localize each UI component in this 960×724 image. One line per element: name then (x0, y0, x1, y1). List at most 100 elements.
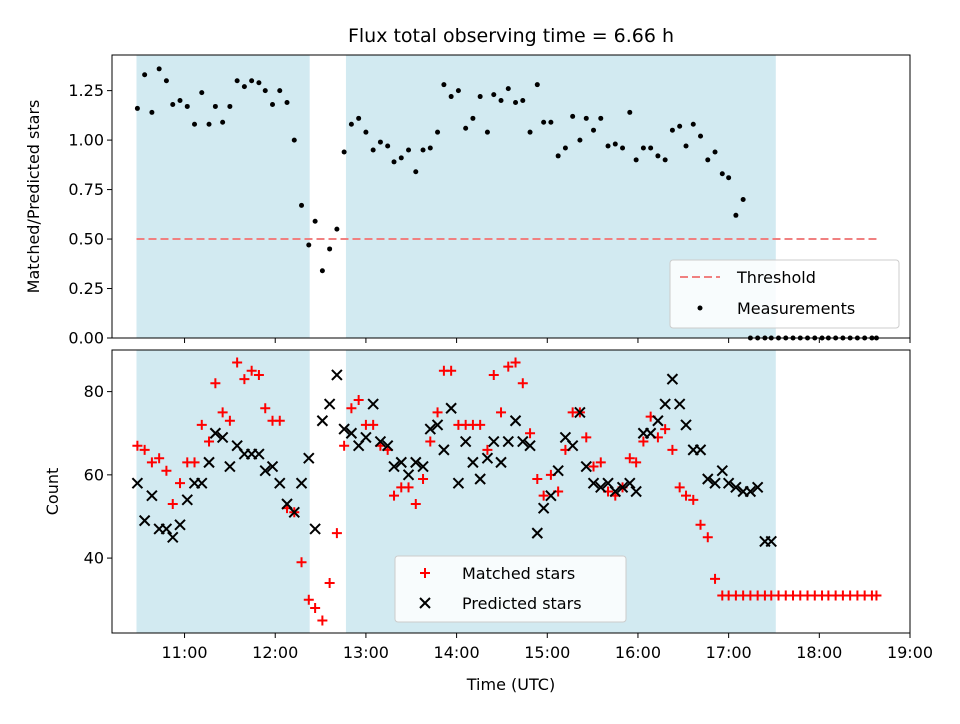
predicted-star-point (209, 427, 222, 439)
matched-star-point (210, 378, 221, 389)
measurement-point (249, 78, 255, 84)
matched-star-point (317, 615, 328, 626)
matched-star-point (517, 378, 528, 389)
predicted-star-point (160, 523, 173, 535)
predicted-star-point (666, 373, 679, 385)
matched-star-point (674, 482, 685, 493)
measurement-point (177, 98, 183, 104)
matched-star-point (488, 369, 499, 380)
matched-star-point (339, 440, 350, 451)
matched-star-point (253, 369, 264, 380)
x-tick-label: 19:00 (887, 643, 933, 662)
measurement-point (633, 157, 639, 163)
measurement-point (212, 103, 218, 109)
predicted-star-point (694, 444, 707, 456)
matched-star-point (496, 407, 507, 418)
predicted-star-point (316, 415, 329, 427)
predicted-star-point (295, 477, 308, 489)
matched-star-point (695, 519, 706, 530)
measurement-point (698, 133, 704, 139)
measurement-point (527, 129, 533, 135)
measurement-point (612, 141, 618, 147)
matched-star-point (681, 490, 692, 501)
predicted-star-point (338, 423, 350, 435)
matched-star-point (224, 415, 235, 426)
predicted-star-point (388, 460, 400, 473)
counts-panel: 40 60 80 11:00 12:00 13:00 14:00 15:00 16:00 17:0… (43, 349, 933, 662)
predicted-star-point (616, 481, 629, 494)
measurement-point (583, 115, 589, 121)
matched-star-point (239, 374, 250, 385)
measurement-point (577, 137, 583, 143)
matched-star-point (154, 453, 165, 464)
measurement-point (712, 149, 718, 155)
measurement-point (562, 145, 568, 151)
predicted-star-point (146, 489, 158, 502)
legend-threshold-label: Threshold (736, 268, 816, 287)
measurement-point (206, 121, 212, 127)
measurement-point (726, 175, 732, 181)
matched-star-point (410, 498, 421, 509)
measurement-point (334, 226, 340, 232)
matched-star-point (710, 573, 721, 584)
measurement-point (705, 157, 711, 163)
predicted-star-point (138, 514, 151, 527)
matched-star-point (217, 407, 228, 418)
measurement-point (513, 99, 519, 105)
predicted-star-point (495, 456, 507, 469)
matched-star-point (702, 532, 713, 543)
matched-star-point (482, 444, 493, 455)
measurement-point (484, 129, 490, 135)
measurement-point (370, 147, 376, 153)
predicted-star-point (624, 477, 636, 489)
predicted-star-point (751, 481, 764, 494)
measurement-point (134, 105, 140, 111)
predicted-star-point (481, 452, 494, 464)
matched-star-point (432, 407, 443, 418)
matched-star-point (631, 457, 642, 468)
measurement-point (406, 147, 412, 153)
matched-star-point (246, 365, 257, 376)
predicted-star-point (630, 485, 642, 498)
matched-star-point (425, 436, 436, 447)
matched-star-point (368, 419, 379, 430)
measurement-point (598, 115, 604, 121)
predicted-star-point (288, 506, 300, 519)
measurement-point (319, 268, 325, 274)
predicted-star-point (659, 398, 671, 410)
y-tick-label: 1.25 (68, 81, 104, 100)
x-tick-label: 16:00 (615, 643, 661, 662)
matched-star-point (667, 444, 678, 455)
predicted-star-point (545, 489, 557, 502)
predicted-star-point (174, 519, 186, 531)
measurement-point (156, 66, 162, 72)
measurement-point (677, 123, 683, 129)
matched-star-point (446, 365, 457, 376)
measurement-point (220, 119, 226, 125)
y-axis-label: Matched/Predicted stars (24, 100, 43, 294)
predicted-star-point (360, 431, 372, 444)
matched-star-point (324, 578, 335, 589)
matched-star-point (403, 482, 414, 493)
predicted-star-point (303, 452, 315, 464)
measurement-point (620, 145, 626, 151)
plot-frame (111, 349, 911, 634)
predicted-star-point (216, 431, 229, 444)
predicted-star-point (374, 435, 387, 448)
matched-star-point (871, 590, 882, 601)
predicted-star-point (552, 464, 564, 477)
matched-star-point (595, 457, 606, 468)
predicted-star-point (345, 427, 358, 439)
matched-star-point (588, 461, 599, 472)
measurement-point (348, 121, 354, 127)
measurement-point (299, 202, 305, 208)
y-tick-label: 0.00 (68, 329, 104, 348)
measurement-point (356, 115, 362, 121)
predicted-star-point (517, 435, 529, 448)
measurement-point (306, 242, 312, 248)
predicted-star-point (502, 435, 514, 448)
matched-star-point (581, 432, 592, 443)
measurement-point (470, 115, 476, 121)
matched-star-point (346, 403, 357, 414)
measurement-point (455, 88, 461, 94)
